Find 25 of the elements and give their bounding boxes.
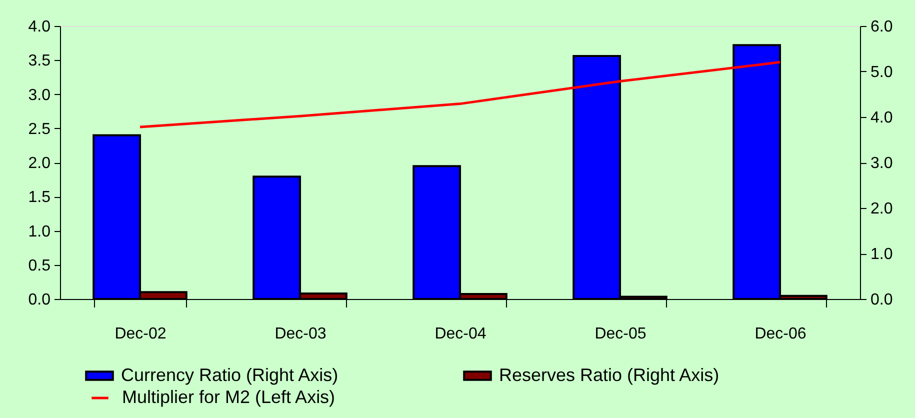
y-tick-label: 1.0 [28, 223, 51, 240]
legend-label: Currency Ratio (Right Axis) [121, 364, 338, 385]
y2-tick-label: 6.0 [870, 18, 893, 36]
y2-tick-label: 2.0 [870, 200, 893, 218]
y-tick-label: 3.0 [28, 86, 51, 104]
x-tick-label: Dec-03 [274, 326, 326, 342]
x-tick-label: Dec-02 [114, 326, 166, 342]
y-tick-label: 2.0 [28, 155, 51, 172]
legend-label: Reserves Ratio (Right Axis) [499, 364, 720, 385]
y2-tick-label: 5.0 [870, 64, 893, 81]
y2-tick-label: 3.0 [870, 155, 893, 172]
line-series [138, 60, 782, 128]
x-tick-label: Dec-04 [434, 326, 486, 342]
x-tick-label: Dec-05 [594, 326, 646, 342]
y-tick-label: 3.5 [28, 52, 51, 70]
x-tick-label: Dec-06 [754, 326, 806, 342]
y-tick-label: 1.5 [28, 189, 51, 206]
y2-tick-label: 1.0 [870, 246, 893, 263]
legend-label: Multiplier for M2 (Left Axis) [122, 387, 336, 407]
y2-tick-label: 4.0 [870, 110, 893, 126]
y-tick-label: 0.0 [28, 292, 51, 308]
y-tick-label: 0.5 [28, 257, 51, 274]
y-tick-label: 2.5 [28, 120, 51, 138]
y-tick-label: 4.0 [28, 18, 51, 36]
y2-tick-label: 0.0 [870, 292, 893, 308]
